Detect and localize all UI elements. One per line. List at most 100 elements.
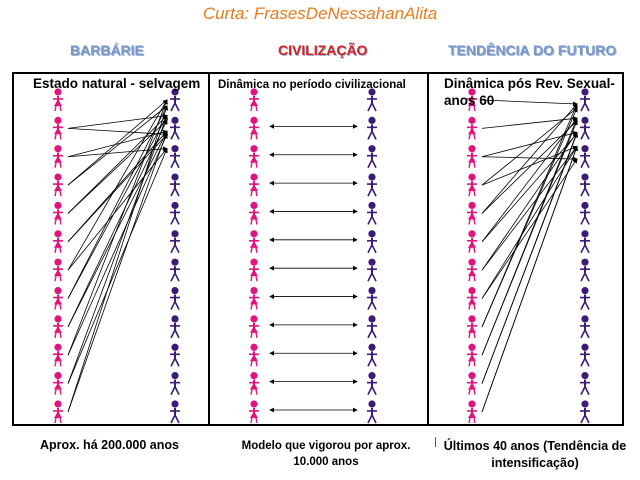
male-figure-icon: [170, 258, 180, 282]
female-figure-icon: [53, 286, 63, 310]
arrow-icon: [481, 116, 578, 129]
panel-divider: [427, 72, 429, 426]
footer-mark: [435, 437, 436, 447]
female-figure-icon: [249, 145, 259, 168]
female-figure-icon: [53, 258, 63, 282]
arrow-icon: [67, 133, 168, 356]
arrow-icon: [481, 145, 578, 186]
panel-subtitle-tendencia: Dinâmica pós Rev. Sexual- anos 60: [444, 76, 615, 108]
male-figure-icon: [580, 201, 590, 225]
arrow-icon: [481, 120, 578, 356]
male-figure-icon: [580, 258, 590, 282]
arrow-icon: [481, 99, 578, 107]
footer-tendencia: Últimos 40 anos (Tendência de intensific…: [443, 439, 627, 470]
male-figure-icon: [367, 173, 377, 197]
male-figure-icon: [170, 88, 180, 112]
arrow-icon: [67, 105, 168, 186]
arrow-icon: [67, 105, 169, 413]
female-figure-icon: [53, 145, 63, 168]
arrow-icon: [67, 147, 168, 271]
female-figure-icon: [467, 286, 477, 310]
arrow-icon: [67, 130, 168, 413]
female-figure-icon: [249, 88, 259, 112]
arrow-icon: [67, 119, 168, 214]
female-figure-icon: [249, 400, 259, 424]
female-figure-icon: [467, 201, 477, 225]
arrow-icon: [481, 132, 578, 384]
arrow-icon: [67, 127, 168, 137]
male-figure-icon: [580, 230, 590, 254]
female-figure-icon: [467, 372, 477, 395]
male-figure-icon: [170, 201, 180, 225]
female-figure-icon: [467, 173, 477, 197]
female-figure-icon: [53, 315, 63, 339]
arrow-icon: [67, 147, 168, 384]
male-figure-icon: [580, 372, 590, 395]
female-figure-icon: [249, 315, 259, 339]
female-figure-icon: [249, 173, 259, 197]
male-figure-icon: [367, 88, 377, 112]
arrow-icon: [67, 99, 168, 271]
male-figure-icon: [580, 116, 590, 140]
male-figure-icon: [367, 315, 377, 339]
female-figure-icon: [467, 88, 477, 112]
male-figure-icon: [367, 343, 377, 367]
female-figure-icon: [53, 230, 63, 253]
footer-civilizacao: Modelo que vigorou por aprox. 10.000 ano…: [241, 440, 411, 468]
male-figure-icon: [367, 230, 377, 254]
arrow-icon: [481, 158, 578, 299]
male-figure-icon: [170, 173, 180, 197]
female-figure-icon: [249, 116, 259, 140]
arrow-icon: [481, 145, 578, 413]
male-figure-icon: [367, 372, 377, 395]
female-figure-icon: [53, 88, 63, 112]
female-figure-icon: [53, 116, 63, 140]
female-figure-icon: [53, 201, 63, 225]
arrow-icon: [67, 115, 168, 214]
arrow-icon: [67, 114, 168, 299]
arrow-icon: [481, 103, 578, 214]
female-figure-icon: [249, 258, 259, 282]
male-figure-icon: [367, 258, 377, 282]
arrow-icon: [481, 145, 578, 299]
heading-tendencia: TENDÊNCIA DO FUTURO: [448, 42, 617, 58]
panel-divider: [208, 72, 210, 426]
heading-barbarie: BARBÁRIE: [70, 42, 144, 58]
male-figure-icon: [580, 286, 590, 310]
arrow-icon: [67, 113, 168, 129]
arrow-icon: [67, 105, 168, 299]
arrow-icon: [481, 145, 578, 271]
male-figure-icon: [367, 145, 377, 169]
male-figure-icon: [367, 400, 377, 424]
male-figure-icon: [170, 372, 180, 395]
arrow-icon: [481, 117, 578, 243]
male-figure-icon: [580, 88, 590, 112]
female-figure-icon: [249, 372, 259, 395]
panel-subtitle-civilizacao: Dinâmica no período civilizacional: [218, 79, 406, 91]
female-figure-icon: [53, 173, 63, 197]
arrow-icon: [67, 99, 168, 186]
male-figure-icon: [580, 343, 590, 367]
female-figure-icon: [467, 315, 477, 339]
female-figure-icon: [467, 400, 477, 424]
male-figure-icon: [580, 173, 590, 197]
male-figure-icon: [367, 201, 377, 225]
arrow-icon: [481, 120, 578, 214]
panel-subtitle-barbarie: Estado natural - selvagem: [33, 76, 201, 91]
female-figure-icon: [53, 343, 63, 367]
female-figure-icon: [249, 230, 259, 253]
male-figure-icon: [170, 145, 180, 169]
page-title: Curta: FrasesDeNessahanAlita: [202, 4, 438, 23]
male-figure-icon: [170, 400, 180, 424]
male-figure-icon: [170, 286, 180, 310]
male-figure-icon: [170, 230, 180, 254]
arrow-icon: [67, 99, 168, 356]
male-figure-icon: [170, 116, 180, 140]
male-figure-icon: [580, 315, 590, 339]
female-figure-icon: [467, 145, 477, 168]
female-figure-icon: [249, 201, 259, 225]
arrow-icon: [481, 132, 578, 243]
female-figure-icon: [249, 286, 259, 310]
male-figure-icon: [367, 286, 377, 310]
arrow-icon: [67, 133, 168, 243]
